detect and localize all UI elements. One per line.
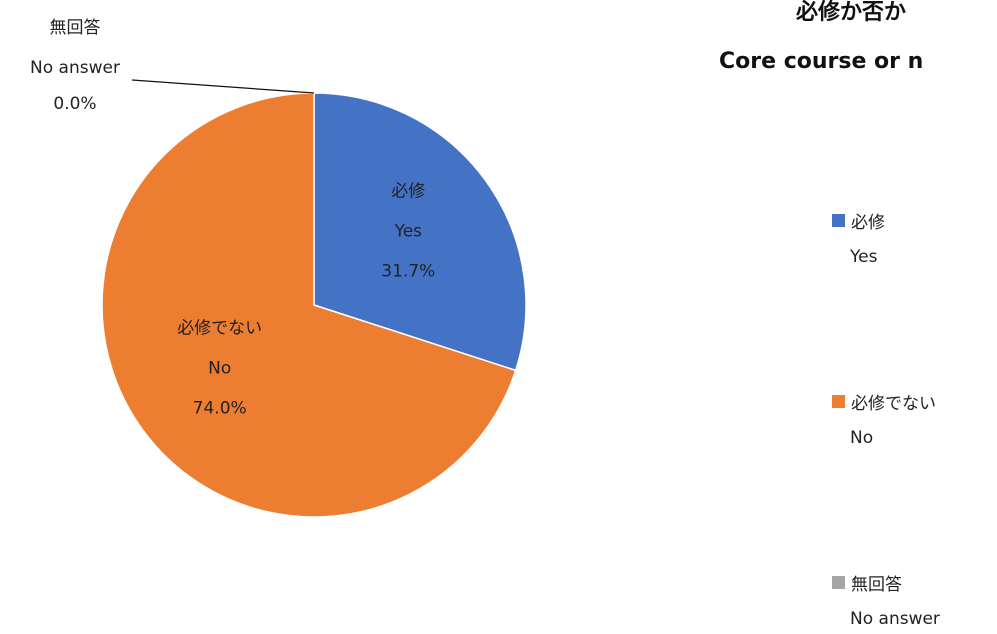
data-label-no-1: No (208, 359, 231, 379)
legend-swatch-no-answer (832, 576, 845, 589)
legend-item-no-answer: 無回答 No answer (832, 570, 940, 629)
data-label-no-0: 必修でない (177, 319, 262, 339)
data-label-no-answer-1: No answer (30, 58, 120, 78)
legend-item-yes: 必修 Yes (832, 208, 885, 267)
chart-title-ja: 必修か否か (796, 0, 906, 26)
legend-label-no-answer-ja: 無回答 (851, 570, 902, 595)
legend-swatch-yes (832, 214, 845, 227)
legend-label-yes-ja: 必修 (851, 208, 885, 233)
legend-label-yes-en: Yes (850, 247, 885, 267)
pie-slices (102, 93, 526, 517)
data-label-yes-2: 31.7% (381, 261, 435, 281)
legend-item-no: 必修でない No (832, 389, 936, 448)
chart-title-en: Core course or n (719, 49, 923, 74)
legend-swatch-no (832, 395, 845, 408)
legend-label-no-en: No (850, 428, 936, 448)
data-label-yes-0: 必修 (391, 181, 425, 201)
data-label-no-answer-2: 0.0% (53, 94, 96, 114)
data-label-no-answer-0: 無回答 (50, 18, 101, 38)
legend-label-no-answer-en: No answer (850, 609, 940, 629)
data-label-yes-1: Yes (394, 221, 423, 241)
legend-label-no-ja: 必修でない (851, 389, 936, 414)
leader-line-no-answer (132, 80, 314, 93)
data-label-no-2: 74.0% (193, 399, 247, 419)
